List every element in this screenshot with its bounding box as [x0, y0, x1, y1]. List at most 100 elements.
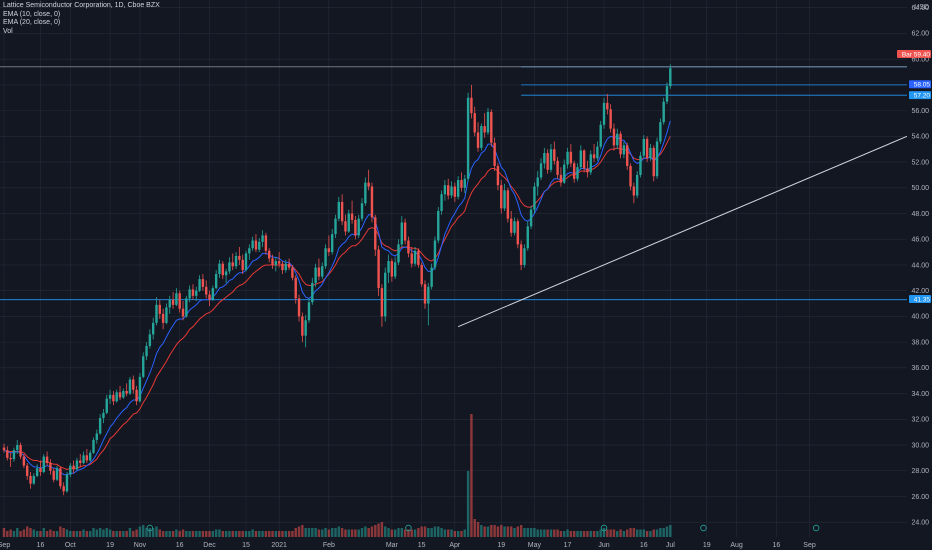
price-tag-bg [909, 80, 931, 89]
candle-body [228, 262, 231, 272]
earnings-marker-icon [812, 524, 820, 532]
volume-bar [248, 531, 251, 537]
volume-bar [52, 531, 55, 537]
volume-bar [185, 531, 188, 537]
candle-body [55, 468, 59, 480]
volume-bar [440, 528, 443, 537]
volume-bar [384, 526, 387, 537]
candle-body [440, 194, 443, 211]
volume-bar [234, 531, 238, 537]
volume-bar [301, 525, 304, 537]
volume-bar [251, 529, 254, 537]
candle-body [258, 241, 261, 250]
candle-body [450, 186, 453, 196]
candle-body [85, 455, 89, 461]
candle-body [238, 255, 241, 260]
price-tag-label: Bar 59.40 [902, 51, 931, 58]
time-tick-label: Sep [803, 542, 816, 549]
volume-bar [135, 529, 138, 537]
volume-bar [596, 531, 599, 537]
price-tick-label: 52.00 [911, 159, 929, 166]
price-tick-label: 54.00 [911, 134, 929, 141]
candle-body [579, 150, 583, 168]
volume-bar [75, 531, 79, 537]
candle-body [231, 262, 234, 267]
earnings-marker-icon [700, 524, 707, 532]
candle-body [350, 213, 354, 220]
time-tick-label: Mar [386, 542, 399, 549]
candle-body [516, 221, 520, 245]
candle-body [427, 286, 430, 304]
volume-bar [606, 529, 609, 537]
candle-body [35, 468, 39, 476]
candle-body [88, 452, 92, 461]
volume-bar [490, 525, 493, 537]
volume-bar [88, 531, 92, 537]
volume-bar [32, 529, 36, 537]
volume-bar [171, 531, 175, 537]
candle-body [102, 412, 105, 419]
candle-body [2, 447, 6, 451]
candle-body [632, 186, 636, 196]
candle-body [72, 465, 75, 470]
candle-body [486, 111, 490, 133]
price-tick-label: 62.00 [911, 31, 929, 38]
candle-body [135, 389, 138, 402]
candle-body [161, 313, 165, 323]
volume-bar [616, 531, 619, 537]
candle-body [410, 253, 413, 264]
candle-body [483, 126, 486, 133]
volume-bar [102, 529, 105, 537]
candle-body [589, 154, 592, 173]
volume-bar [480, 525, 483, 537]
candle-body [629, 165, 632, 187]
candle-body [592, 154, 596, 159]
time-tick-label: Apr [449, 542, 461, 549]
trendline [457, 135, 908, 328]
volume-bar [619, 529, 622, 537]
candle-body [274, 261, 278, 265]
volume-bar [364, 526, 367, 537]
candle-body [473, 113, 476, 133]
volume-bar [188, 531, 191, 537]
candle-body [360, 203, 364, 219]
candle-body [635, 174, 639, 196]
candle-body [354, 219, 357, 236]
volume-bar [407, 529, 410, 537]
candle-body [549, 149, 553, 170]
volume-bar [506, 526, 510, 537]
volume-bar [118, 531, 122, 537]
volume-bar [470, 414, 473, 537]
price-tick-label: 56.00 [911, 108, 929, 115]
volume-bar [529, 528, 533, 537]
candle-body [430, 267, 433, 287]
candle-body [413, 250, 417, 264]
price-tick-label: 24.00 [911, 520, 929, 527]
candle-body [609, 109, 612, 129]
candle-body [281, 263, 284, 271]
earnings-marker-icon [600, 524, 608, 532]
candle-body [626, 145, 629, 166]
volume-bar [589, 531, 592, 537]
volume-bar [72, 531, 75, 537]
volume-bar [410, 529, 413, 537]
volume-bar [65, 529, 69, 537]
candle-body [261, 235, 264, 242]
candle-body [22, 456, 26, 466]
volume-bar [228, 531, 231, 537]
volume-bar [324, 528, 327, 537]
volume-bar [195, 531, 198, 537]
volume-bar [105, 528, 108, 537]
volume-bar [82, 529, 85, 537]
volume-bar [148, 528, 152, 537]
price-tag-bg [909, 91, 931, 100]
price-tag: 57.20 [909, 91, 931, 99]
volume-bar [543, 529, 546, 537]
candle-body [211, 288, 215, 300]
candle-body [142, 356, 145, 377]
volume-bar [317, 529, 321, 537]
volume-bar [635, 529, 639, 537]
candle-body [62, 486, 65, 492]
volume-bar [158, 529, 162, 537]
